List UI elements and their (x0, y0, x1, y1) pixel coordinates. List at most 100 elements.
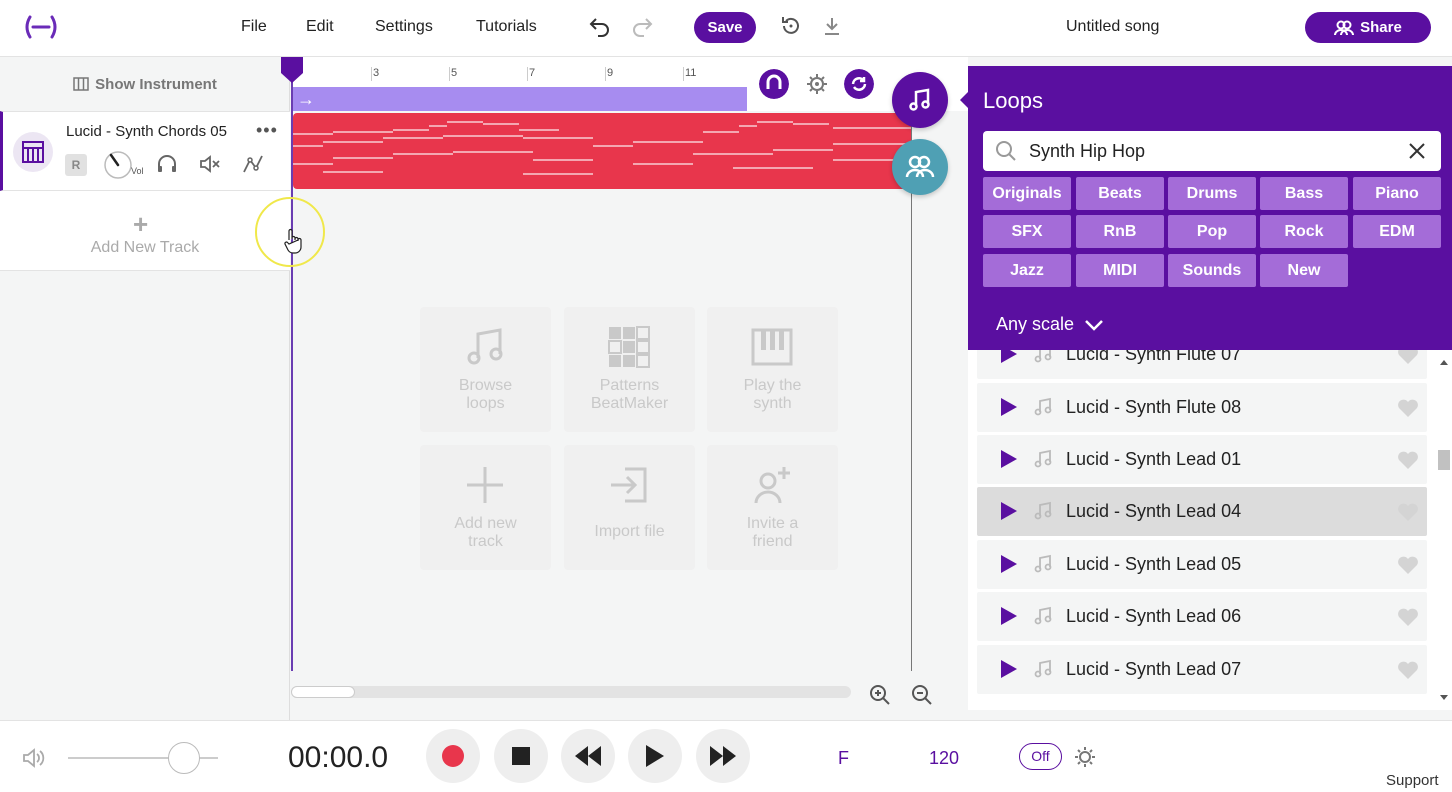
rewind-button[interactable] (561, 729, 615, 783)
import-file-card[interactable]: Import file (564, 445, 695, 570)
loop-item[interactable]: Lucid - Synth Flute 07 (977, 350, 1427, 379)
filter-chip-sounds[interactable]: Sounds (1168, 254, 1256, 287)
volume-knob-icon[interactable] (103, 150, 133, 180)
filter-chip-midi[interactable]: MIDI (1076, 254, 1164, 287)
invite-friend-card[interactable]: Invite a friend (707, 445, 838, 570)
play-icon[interactable] (1001, 350, 1017, 363)
scroll-down-icon[interactable] (1439, 694, 1449, 702)
automation-icon[interactable] (241, 152, 265, 176)
revert-icon[interactable] (779, 14, 803, 38)
filter-chip-originals[interactable]: Originals (983, 177, 1071, 210)
filter-chip-piano[interactable]: Piano (1353, 177, 1441, 210)
master-volume-slider[interactable] (68, 757, 218, 759)
loop-item[interactable]: Lucid - Synth Lead 05 (977, 540, 1427, 589)
play-button[interactable] (628, 729, 682, 783)
loops-search-input[interactable] (1029, 139, 1389, 163)
track-more-icon[interactable]: ••• (256, 120, 278, 140)
loop-item[interactable]: Lucid - Synth Lead 04 (977, 487, 1427, 536)
arrange-area[interactable]: 3 5 7 9 11 → (281, 57, 968, 720)
heart-icon[interactable] (1397, 555, 1419, 575)
audio-clip[interactable] (293, 113, 911, 189)
menu-edit[interactable]: Edit (306, 18, 334, 35)
close-icon[interactable] (1407, 141, 1427, 161)
patterns-beatmaker-card[interactable]: Patterns BeatMaker (564, 307, 695, 432)
speaker-icon[interactable] (22, 747, 46, 769)
fast-forward-button[interactable] (696, 729, 750, 783)
heart-icon[interactable] (1397, 660, 1419, 680)
play-icon[interactable] (1001, 555, 1017, 573)
gear-icon[interactable] (1073, 745, 1097, 769)
bandlab-logo-icon[interactable] (22, 14, 60, 40)
filter-chip-bass[interactable]: Bass (1260, 177, 1348, 210)
scroll-up-icon[interactable] (1439, 358, 1449, 366)
loop-item[interactable]: Lucid - Synth Lead 01 (977, 435, 1427, 484)
heart-icon[interactable] (1397, 350, 1419, 365)
filter-chip-beats[interactable]: Beats (1076, 177, 1164, 210)
download-icon[interactable] (820, 14, 844, 38)
filter-chip-pop[interactable]: Pop (1168, 215, 1256, 248)
magnet-snap-icon[interactable] (759, 69, 789, 99)
show-instrument-button[interactable]: Show Instrument (0, 57, 290, 111)
vertical-scroll-thumb[interactable] (1438, 450, 1450, 470)
loops-panel-button[interactable] (892, 72, 948, 128)
loop-region[interactable]: → (291, 87, 747, 111)
add-new-track-button[interactable]: + Add New Track (0, 191, 290, 271)
filter-chip-new[interactable]: New (1260, 254, 1348, 287)
undo-icon[interactable] (588, 14, 612, 38)
loop-results-list[interactable]: Lucid - Synth Flute 07 Lucid - Synth Flut… (977, 350, 1427, 710)
play-icon[interactable] (1001, 502, 1017, 520)
zoom-in-icon[interactable] (869, 684, 891, 706)
metronome-toggle[interactable]: Off (1019, 743, 1062, 770)
menu-tutorials[interactable]: Tutorials (476, 18, 537, 35)
horizontal-scrollbar[interactable] (291, 686, 851, 698)
tempo-selector[interactable]: 120 (929, 748, 960, 768)
loop-item[interactable]: Lucid - Synth Lead 06 (977, 592, 1427, 641)
play-synth-card[interactable]: Play the synth (707, 307, 838, 432)
play-icon[interactable] (1001, 660, 1017, 678)
play-icon[interactable] (1001, 450, 1017, 468)
browse-loops-card[interactable]: Browse loops (420, 307, 551, 432)
scale-dropdown[interactable]: Any scale (996, 314, 1104, 335)
support-link[interactable]: Support (1386, 772, 1439, 789)
filter-chip-sfx[interactable]: SFX (983, 215, 1071, 248)
song-title[interactable]: Untitled song (1066, 18, 1160, 35)
timeline-settings-icon[interactable] (802, 69, 832, 99)
master-volume-handle[interactable] (168, 742, 200, 774)
collaborate-button[interactable] (892, 139, 948, 195)
add-new-track-card[interactable]: Add new track (420, 445, 551, 570)
track-row[interactable]: Lucid - Synth Chords 05 ••• R Vol (0, 111, 290, 191)
filter-chip-rock[interactable]: Rock (1260, 215, 1348, 248)
share-button[interactable]: Share (1305, 12, 1431, 43)
headphones-solo-icon[interactable] (155, 152, 179, 176)
loops-search-box[interactable] (983, 131, 1441, 171)
heart-icon[interactable] (1397, 398, 1419, 418)
track-name[interactable]: Lucid - Synth Chords 05 (66, 123, 227, 140)
loop-toggle-icon[interactable] (844, 69, 874, 99)
record-button[interactable] (426, 729, 480, 783)
heart-icon[interactable] (1397, 450, 1419, 470)
key-selector[interactable]: F (838, 748, 849, 768)
redo-icon[interactable] (630, 14, 654, 38)
save-button[interactable]: Save (694, 12, 756, 43)
playhead[interactable] (281, 57, 303, 671)
filter-chip-drums[interactable]: Drums (1168, 177, 1256, 210)
horizontal-scroll-thumb[interactable] (291, 686, 355, 698)
record-arm-button[interactable]: R (65, 154, 87, 176)
menu-file[interactable]: File (241, 18, 267, 35)
track-instrument-badge[interactable] (13, 132, 53, 172)
filter-chip-edm[interactable]: EDM (1353, 215, 1441, 248)
zoom-out-icon[interactable] (911, 684, 933, 706)
loop-item[interactable]: Lucid - Synth Flute 08 (977, 383, 1427, 432)
stop-button[interactable] (494, 729, 548, 783)
play-icon[interactable] (1001, 607, 1017, 625)
vertical-scrollbar[interactable] (1436, 350, 1452, 710)
heart-icon[interactable] (1397, 607, 1419, 627)
heart-icon[interactable] (1397, 502, 1419, 522)
filter-chip-rnb[interactable]: RnB (1076, 215, 1164, 248)
play-icon[interactable] (1001, 398, 1017, 416)
menu-settings[interactable]: Settings (375, 18, 433, 35)
mute-icon[interactable] (198, 152, 222, 176)
playhead-marker-icon[interactable] (281, 57, 303, 83)
filter-chip-jazz[interactable]: Jazz (983, 254, 1071, 287)
loop-item[interactable]: Lucid - Synth Lead 07 (977, 645, 1427, 694)
